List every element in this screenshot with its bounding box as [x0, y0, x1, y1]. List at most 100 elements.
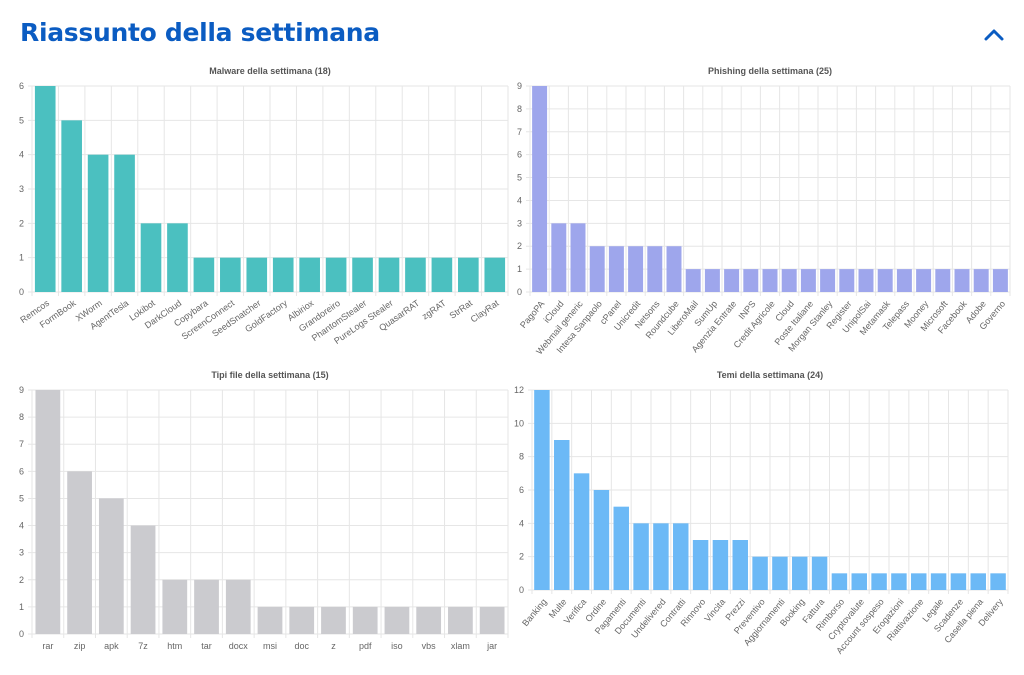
y-tick-label: 5 [19, 115, 24, 125]
bar[interactable] [140, 223, 162, 292]
bar[interactable] [973, 269, 989, 292]
bar[interactable] [61, 120, 82, 292]
bar[interactable] [484, 257, 506, 292]
bar[interactable] [877, 269, 893, 292]
bar[interactable] [724, 269, 740, 292]
bar[interactable] [272, 257, 294, 292]
x-tick-label: vbs [422, 641, 437, 651]
bar[interactable] [431, 257, 453, 292]
bar[interactable] [685, 269, 701, 292]
bar[interactable] [416, 606, 442, 634]
x-tick-label: msi [263, 641, 277, 651]
bar[interactable] [257, 606, 283, 634]
bar[interactable] [871, 573, 887, 590]
bar[interactable] [792, 556, 808, 590]
y-tick-label: 4 [19, 521, 24, 531]
bar[interactable] [87, 154, 109, 292]
bar[interactable] [858, 269, 874, 292]
bar[interactable] [194, 579, 219, 634]
bar[interactable] [970, 573, 986, 590]
bar[interactable] [811, 556, 828, 590]
x-tick-label: docx [229, 641, 249, 651]
bar[interactable] [573, 473, 590, 590]
bar[interactable] [378, 257, 400, 292]
bar[interactable] [935, 269, 951, 292]
bar[interactable] [35, 390, 61, 634]
bar[interactable] [930, 573, 947, 590]
y-tick-label: 6 [517, 150, 522, 160]
bar[interactable] [479, 606, 505, 634]
bar[interactable] [851, 573, 867, 590]
bar[interactable] [458, 257, 479, 292]
bar[interactable] [743, 269, 759, 292]
bar[interactable] [246, 257, 268, 292]
bar[interactable] [593, 490, 610, 590]
bar[interactable] [352, 257, 373, 292]
bar[interactable] [608, 246, 624, 292]
bar[interactable] [628, 246, 644, 292]
chart-title: Phishing della settimana (25) [708, 66, 832, 76]
bar[interactable] [911, 573, 927, 590]
y-tick-label: 1 [19, 253, 24, 263]
bar[interactable] [405, 257, 426, 292]
x-tick-label: zip [74, 641, 86, 651]
bar[interactable] [384, 606, 410, 634]
chart-2: Tipi file della settimana (15) 0 1 2 3 4 5 6 7 8 9… [19, 370, 509, 651]
bar[interactable] [666, 246, 682, 292]
bar[interactable] [781, 269, 797, 292]
bar[interactable] [325, 257, 347, 292]
bar[interactable] [820, 269, 836, 292]
bar[interactable] [831, 573, 848, 590]
bar[interactable] [896, 269, 912, 292]
bar[interactable] [916, 269, 932, 292]
bar[interactable] [98, 498, 124, 634]
bar[interactable] [299, 257, 320, 292]
bar[interactable] [34, 86, 56, 292]
collapse-button[interactable] [982, 24, 1006, 44]
bar[interactable] [321, 606, 346, 634]
bar[interactable] [220, 257, 241, 292]
bar[interactable] [704, 269, 720, 292]
bar[interactable] [653, 523, 669, 590]
bar[interactable] [633, 523, 649, 590]
y-tick-label: 3 [19, 548, 24, 558]
bar[interactable] [752, 556, 768, 590]
bar[interactable] [692, 540, 709, 590]
bar[interactable] [954, 269, 970, 292]
bar[interactable] [839, 269, 855, 292]
y-tick-label: 6 [19, 81, 24, 91]
bar[interactable] [448, 606, 473, 634]
bar[interactable] [67, 471, 92, 634]
bar[interactable] [162, 579, 188, 634]
bar[interactable] [551, 223, 567, 292]
bar[interactable] [193, 257, 215, 292]
bar[interactable] [712, 540, 729, 590]
y-tick-label: 0 [517, 287, 522, 297]
y-tick-label: 0 [19, 629, 24, 639]
bar[interactable] [570, 223, 586, 292]
x-tick-label: iso [391, 641, 403, 651]
bar[interactable] [352, 606, 378, 634]
bar[interactable] [289, 606, 315, 634]
bar[interactable] [647, 246, 663, 292]
bar[interactable] [167, 223, 188, 292]
bar[interactable] [950, 573, 967, 590]
bar[interactable] [554, 440, 570, 590]
bar[interactable] [225, 579, 251, 634]
bar[interactable] [992, 269, 1008, 292]
bar[interactable] [130, 525, 156, 634]
bar[interactable] [532, 86, 548, 292]
bar[interactable] [732, 540, 748, 590]
bar[interactable] [673, 523, 689, 590]
bar[interactable] [762, 269, 778, 292]
bar[interactable] [772, 556, 788, 590]
bar[interactable] [990, 573, 1006, 590]
y-tick-label: 5 [517, 173, 522, 183]
bar[interactable] [613, 506, 629, 590]
bar[interactable] [800, 269, 816, 292]
bar[interactable] [534, 390, 550, 590]
y-tick-label: 2 [19, 575, 24, 585]
bar[interactable] [891, 573, 907, 590]
bar[interactable] [114, 154, 135, 292]
bar[interactable] [589, 246, 605, 292]
